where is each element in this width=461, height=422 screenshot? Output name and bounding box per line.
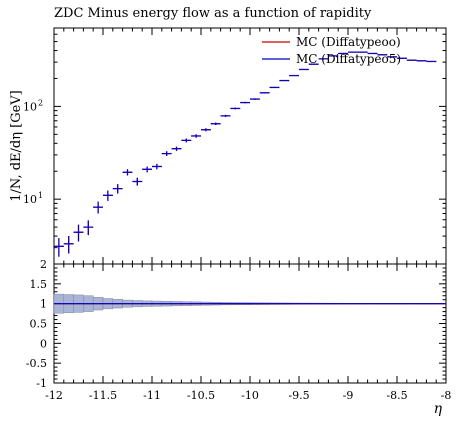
y-tick-label: 10	[23, 100, 37, 113]
ratio-y-tick-label: -0.5	[26, 357, 47, 370]
x-tick-label: -11	[143, 389, 161, 402]
y-tick-label-exponent: 1	[38, 191, 43, 200]
data-point	[142, 166, 152, 173]
x-tick-label: -12	[45, 389, 63, 402]
data-point	[279, 79, 290, 82]
legend: MC (Diffatypeoo) MC (Diffatypeo5)	[262, 35, 401, 66]
data-point	[171, 146, 182, 151]
chart-title: ZDC Minus energy flow as a function of r…	[54, 6, 372, 21]
ratio-plot-frame	[53, 263, 447, 384]
ratio-y-tick-label: 2	[40, 258, 47, 271]
x-tick-label: -11.5	[89, 389, 117, 402]
data-point	[201, 128, 211, 132]
data-point	[259, 92, 270, 94]
data-point	[289, 74, 299, 77]
data-point	[299, 68, 309, 71]
y-tick-label: 10	[23, 193, 37, 206]
data-point	[73, 224, 84, 242]
data-point	[93, 201, 103, 214]
data-point	[220, 114, 231, 117]
y-axis-label-text: 1/N, dE/dη [GeV]	[9, 90, 24, 202]
data-point	[210, 122, 221, 126]
data-point	[54, 238, 64, 257]
data-point	[230, 107, 241, 110]
ratio-y-tick-label: 0	[40, 337, 47, 350]
data-point	[83, 220, 94, 236]
x-tick-label: -10	[241, 389, 259, 402]
x-tick-label: -8.5	[386, 389, 407, 402]
data-point	[308, 63, 319, 65]
ratio-axis-ticks: -12 -11.5 -11 -10.5 -10 -9.5 -9 -8.5 -8 -1 -0.5 0 0.…	[26, 258, 452, 402]
y-axis-label: 1/N, dE/dη [GeV]	[9, 90, 24, 202]
data-points	[54, 51, 437, 257]
data-point	[426, 60, 437, 63]
data-point	[406, 59, 417, 61]
ratio-y-tick-label: 1.5	[30, 278, 48, 291]
data-point	[269, 86, 280, 89]
data-point	[132, 177, 143, 186]
legend-label-1: MC (Diffatypeoo)	[296, 35, 401, 49]
data-point	[250, 98, 260, 100]
data-point	[416, 60, 427, 62]
data-point	[112, 184, 123, 194]
ratio-y-tick-label: 1	[40, 298, 47, 311]
x-tick-label: -10.5	[187, 389, 215, 402]
x-tick-label: -9	[343, 389, 354, 402]
data-point	[240, 101, 250, 104]
data-point	[103, 190, 113, 201]
y-tick-label-exponent: 2	[38, 98, 43, 107]
ratio-y-tick-label: 0.5	[30, 318, 48, 331]
data-point	[191, 134, 201, 138]
x-axis-label: η	[434, 401, 443, 417]
x-tick-label: -8	[441, 389, 452, 402]
ratio-y-tick-label: -1	[36, 377, 47, 390]
data-point	[161, 151, 172, 156]
legend-label-2: MC (Diffatypeo5)	[296, 52, 401, 66]
data-point	[63, 236, 74, 254]
data-point	[181, 138, 192, 143]
x-tick-label: -9.5	[288, 389, 309, 402]
data-point	[122, 169, 133, 176]
data-point	[152, 163, 162, 170]
